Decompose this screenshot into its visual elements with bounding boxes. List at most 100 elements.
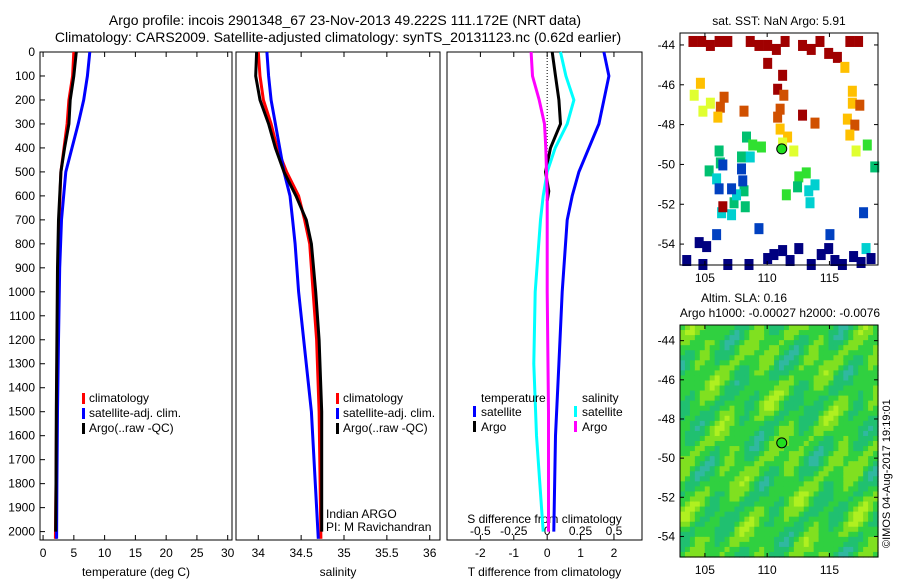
sst-cell <box>705 97 715 109</box>
title-line-2: Climatology: CARS2009. Satellite-adjuste… <box>55 29 621 45</box>
sla-cell <box>798 325 805 331</box>
sla-cell <box>744 506 750 513</box>
sst-cell <box>694 237 704 249</box>
sla-cell <box>719 330 726 336</box>
sla-cell <box>744 400 750 407</box>
sla-cell <box>749 526 755 533</box>
sla-cell <box>838 360 844 366</box>
sla-cell <box>838 481 844 487</box>
series-temperature-satellite <box>552 51 611 532</box>
sla-cell <box>788 325 795 331</box>
sla-cell <box>828 405 835 412</box>
sla-cell <box>759 385 765 392</box>
sla-cell <box>783 491 790 498</box>
sla-cell <box>714 385 721 392</box>
sla-cell <box>868 551 874 558</box>
sla-cell <box>704 491 711 498</box>
sla-cell <box>828 481 835 487</box>
sla-cell <box>838 425 844 432</box>
sla-cell <box>714 491 721 498</box>
sla-cell <box>873 410 879 417</box>
sla-cell <box>769 355 775 361</box>
sla-cell <box>858 456 864 462</box>
sla-cell <box>694 461 701 467</box>
sla-cell <box>848 405 854 412</box>
sla-cell <box>694 350 701 356</box>
sla-cell <box>833 330 839 336</box>
sla-cell <box>843 395 849 402</box>
sla-cell <box>803 531 810 538</box>
sla-cell <box>734 456 740 462</box>
sla-cell <box>843 355 849 361</box>
sla-cell <box>779 335 785 341</box>
y-tick-label: -48 <box>658 118 676 132</box>
sla-cell <box>793 551 800 558</box>
sla-cell <box>754 375 760 382</box>
series-satellite-adj-clim- <box>55 51 92 539</box>
sla-cell <box>783 420 790 427</box>
sla-cell <box>684 461 691 467</box>
sla-cell <box>823 451 830 457</box>
sla-cell <box>759 541 765 548</box>
sla-cell <box>828 335 835 341</box>
sla-cell <box>873 390 879 397</box>
sla-cell <box>843 521 849 528</box>
sla-cell <box>734 536 740 543</box>
sla-cell <box>803 516 810 523</box>
sla-cell <box>868 501 874 508</box>
sla-cell <box>754 451 760 457</box>
map-subtitle: Argo h1000: -0.00027 h2000: -0.0076 <box>680 306 880 320</box>
legend-title: temperature <box>481 391 546 405</box>
sla-cell <box>818 360 825 366</box>
sla-cell <box>774 446 780 452</box>
sla-cell <box>783 466 790 472</box>
sla-cell <box>739 461 745 467</box>
sst-cell <box>783 131 793 143</box>
sla-cell <box>699 471 706 477</box>
sla-cell <box>793 441 800 447</box>
sla-cell <box>764 501 770 508</box>
sla-cell <box>744 486 750 493</box>
sla-cell <box>813 355 820 361</box>
sla-cell <box>684 375 691 382</box>
sla-cell <box>744 551 750 558</box>
sst-cell <box>719 91 729 103</box>
sla-cell <box>828 325 835 331</box>
sst-cell <box>779 89 789 101</box>
sla-cell <box>739 380 745 387</box>
sla-cell <box>808 380 815 387</box>
sla-cell <box>838 531 844 538</box>
sla-cell <box>734 330 740 336</box>
sla-cell <box>858 461 864 467</box>
sla-cell <box>749 541 755 548</box>
sla-cell <box>744 471 750 477</box>
sla-cell <box>788 355 795 361</box>
sla-cell <box>848 546 854 553</box>
sla-cell <box>724 360 731 366</box>
x-tick-label: 25 <box>190 546 204 560</box>
sst-cell <box>794 243 804 255</box>
sla-cell <box>709 420 716 427</box>
sla-cell <box>843 340 849 346</box>
sla-cell <box>828 410 835 417</box>
sla-cell <box>754 546 760 553</box>
sla-cell <box>868 456 874 462</box>
sla-cell <box>769 425 775 432</box>
sla-cell <box>848 536 854 543</box>
sla-cell <box>848 330 854 336</box>
sla-cell <box>853 516 859 523</box>
sst-cell <box>805 197 815 209</box>
sla-cell <box>808 496 815 503</box>
sla-cell <box>759 521 765 528</box>
sla-cell <box>783 410 790 417</box>
x-tick-label: 115 <box>820 563 839 577</box>
sla-cell <box>749 511 755 518</box>
sst-cell <box>717 207 727 219</box>
sla-cell <box>774 405 780 412</box>
sla-cell <box>858 340 864 346</box>
sla-cell <box>823 335 830 341</box>
sla-cell <box>684 451 691 457</box>
sla-cell <box>699 506 706 513</box>
sla-cell <box>719 350 726 356</box>
sla-cell <box>704 420 711 427</box>
